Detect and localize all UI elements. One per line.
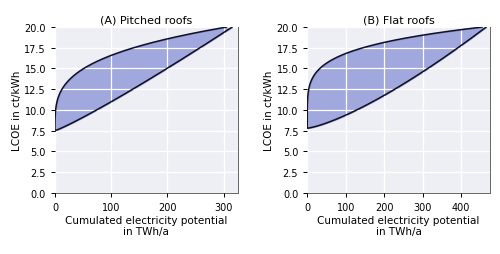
X-axis label: Cumulated electricity potential
in TWh/a: Cumulated electricity potential in TWh/a: [318, 215, 480, 236]
Title: (A) Pitched roofs: (A) Pitched roofs: [100, 16, 192, 26]
Y-axis label: LCOE in ct/kWh: LCOE in ct/kWh: [264, 70, 274, 151]
X-axis label: Cumulated electricity potential
in TWh/a: Cumulated electricity potential in TWh/a: [65, 215, 228, 236]
Title: (B) Flat roofs: (B) Flat roofs: [362, 16, 434, 26]
Y-axis label: LCOE in ct/kWh: LCOE in ct/kWh: [12, 70, 22, 151]
